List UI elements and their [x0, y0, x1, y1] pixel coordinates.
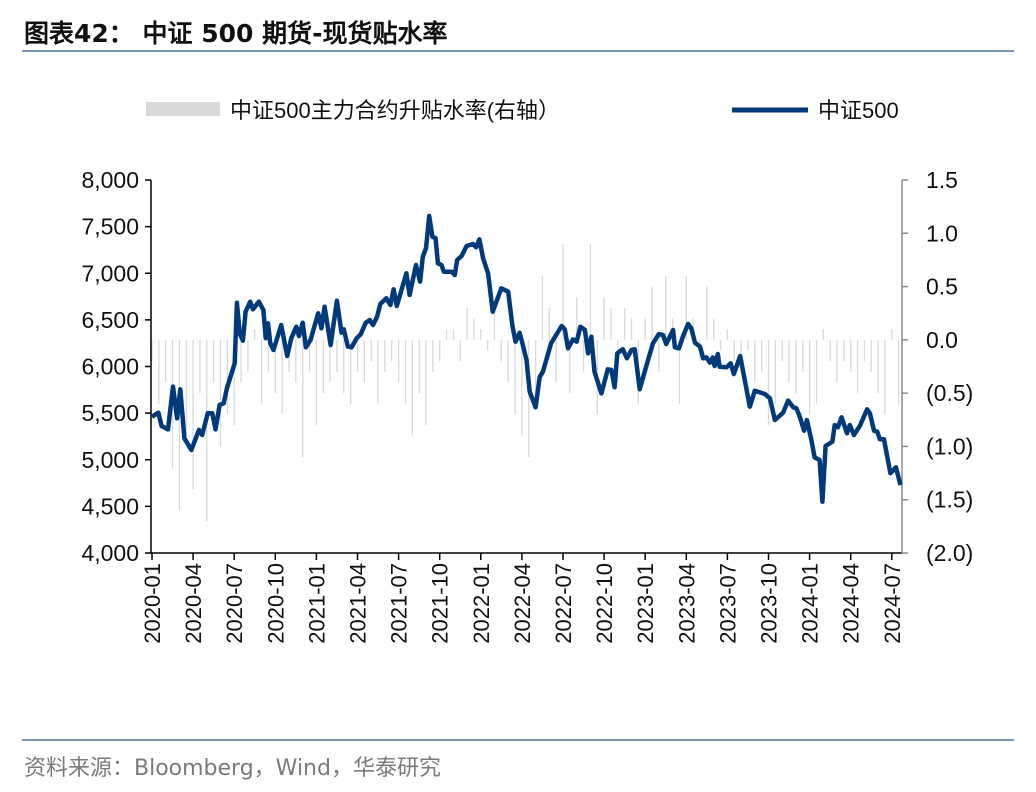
x-tick-label: 2023-07 — [715, 563, 740, 644]
x-tick-label: 2021-04 — [346, 563, 371, 644]
right-tick-label: (1.0) — [926, 433, 973, 459]
right-tick-label: (2.0) — [926, 540, 973, 566]
legend: 中证500主力合约升贴水率(右轴） 中证500 — [146, 98, 899, 123]
right-tick-label: (1.5) — [926, 487, 973, 513]
footer-divider — [22, 739, 1014, 741]
x-tick-label: 2022-07 — [551, 563, 576, 644]
x-tick-label: 2023-04 — [674, 563, 699, 644]
right-tick-label: 1.0 — [926, 220, 958, 246]
x-tick-label: 2020-10 — [263, 563, 288, 644]
x-tick-label: 2021-10 — [428, 563, 453, 644]
x-tick-label: 2021-07 — [387, 563, 412, 644]
x-tick-label: 2020-04 — [181, 563, 206, 644]
left-tick-label: 6,000 — [81, 354, 139, 380]
right-tick-label: 0.0 — [926, 327, 958, 353]
figure-title: 图表42： 中证 500 期货-现货贴水率 — [24, 19, 448, 48]
x-tick-label: 2024-04 — [839, 563, 864, 644]
left-tick-label: 7,500 — [81, 214, 139, 240]
title-divider — [22, 50, 1014, 52]
x-tick-label: 2023-01 — [633, 563, 658, 644]
right-tick-label: (0.5) — [926, 380, 973, 406]
legend-swatch-bars — [146, 102, 220, 116]
left-tick-label: 7,000 — [81, 260, 139, 286]
legend-label-bars: 中证500主力合约升贴水率(右轴） — [230, 98, 560, 123]
x-tick-label: 2022-01 — [469, 563, 494, 644]
x-tick-label: 2024-01 — [798, 563, 823, 644]
left-tick-label: 6,500 — [81, 307, 139, 333]
left-tick-label: 4,500 — [81, 493, 139, 519]
chart: 中证500主力合约升贴水率(右轴） 中证500 4,000 4,500 5,000 5… — [81, 98, 973, 644]
right-tick-label: 0.5 — [926, 274, 958, 300]
x-tick-label: 2023-10 — [757, 563, 782, 644]
x-tick-label: 2022-04 — [510, 563, 535, 644]
x-tick-label: 2024-07 — [880, 563, 905, 644]
series-line-csi500 — [150, 213, 903, 504]
left-tick-label: 8,000 — [81, 167, 139, 193]
x-tick-label: 2020-07 — [222, 563, 247, 644]
right-tick-label: 1.5 — [926, 167, 958, 193]
x-tick-label: 2022-10 — [592, 563, 617, 644]
legend-label-line: 中证500 — [818, 98, 899, 123]
x-tick-label: 2020-01 — [140, 563, 165, 644]
source-note: 资料来源：Bloomberg，Wind，华泰研究 — [24, 756, 441, 781]
x-tick-label: 2021-01 — [304, 563, 329, 644]
left-tick-label: 5,000 — [81, 447, 139, 473]
left-tick-label: 4,000 — [81, 540, 139, 566]
left-tick-label: 5,500 — [81, 400, 139, 426]
